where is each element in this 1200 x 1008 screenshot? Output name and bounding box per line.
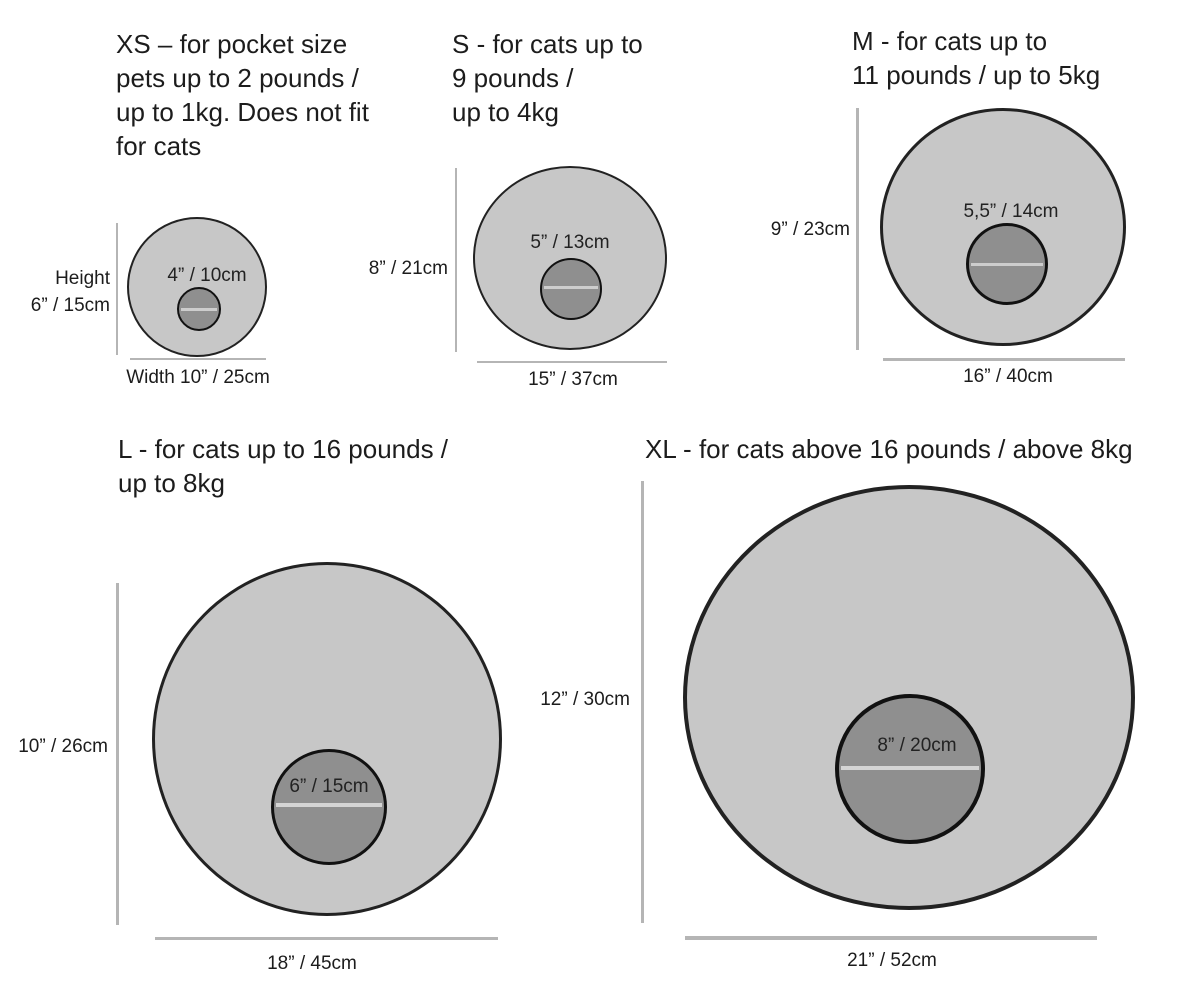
width-dimension-label: 18” / 45cm xyxy=(267,953,357,974)
width-dimension-label: Width 10” / 25cm xyxy=(126,367,270,388)
height-label-line: 10” / 26cm xyxy=(18,736,108,757)
width-dimension-line xyxy=(883,358,1125,361)
title-line: pets up to 2 pounds / xyxy=(116,63,359,93)
height-dimension-label: 10” / 26cm xyxy=(0,733,108,760)
bed-hole-circle xyxy=(540,258,602,320)
title-line: up to 1kg. Does not fit xyxy=(116,97,369,127)
hole-diameter-line xyxy=(544,286,598,289)
title-line: for cats xyxy=(116,131,202,161)
width-dimension-line xyxy=(155,937,498,940)
width-dimension-line xyxy=(477,361,667,363)
title-line: M - for cats up to xyxy=(852,26,1048,56)
size-title-xs: XS – for pocket size pets up to 2 pounds… xyxy=(116,27,426,163)
title-line: 11 pounds / up to 5kg xyxy=(852,60,1101,90)
size-title-xl: XL - for cats above 16 pounds / above 8k… xyxy=(645,432,1185,466)
height-label-line: 6” / 15cm xyxy=(30,295,110,316)
height-label-line: Height xyxy=(55,268,110,289)
title-line: up to 8kg xyxy=(118,468,225,498)
height-dimension-label: 8” / 21cm xyxy=(338,255,448,282)
title-line: up to 4kg xyxy=(452,97,559,127)
bed-hole-circle xyxy=(966,223,1048,305)
bed-hole-circle xyxy=(835,694,985,844)
bed-hole-circle xyxy=(177,287,221,331)
title-line: XL - for cats above 16 pounds / above 8k… xyxy=(645,434,1133,464)
size-title-l: L - for cats up to 16 pounds / up to 8kg xyxy=(118,432,518,500)
hole-diameter-line xyxy=(841,766,979,770)
hole-diameter-line xyxy=(971,263,1043,266)
hole-diameter-label: 8” / 20cm xyxy=(877,735,957,756)
hole-diameter-line xyxy=(276,803,382,807)
bed-hole-circle xyxy=(271,749,387,865)
title-line: 9 pounds / xyxy=(452,63,574,93)
height-dimension-line xyxy=(116,223,118,355)
hole-diameter-label: 4” / 10cm xyxy=(167,265,247,286)
height-dimension-label: Height 6” / 15cm xyxy=(6,265,110,319)
hole-diameter-line xyxy=(181,308,217,311)
hole-diameter-label: 5” / 13cm xyxy=(530,232,610,253)
width-dimension-line xyxy=(685,936,1097,940)
hole-diameter-label: 6” / 15cm xyxy=(289,776,369,797)
title-line: L - for cats up to 16 pounds / xyxy=(118,434,449,464)
hole-diameter-label: 5,5” / 14cm xyxy=(963,201,1059,222)
height-label-line: 8” / 21cm xyxy=(368,258,448,279)
width-dimension-label: 21” / 52cm xyxy=(847,950,937,971)
height-dimension-line xyxy=(641,481,644,923)
size-title-m: M - for cats up to 11 pounds / up to 5kg xyxy=(852,24,1192,92)
title-line: XS – for pocket size xyxy=(116,29,348,59)
height-dimension-line xyxy=(856,108,859,350)
width-dimension-label: 16” / 40cm xyxy=(963,366,1053,387)
height-dimension-label: 9” / 23cm xyxy=(744,216,850,243)
height-label-line: 9” / 23cm xyxy=(770,219,850,240)
height-dimension-line xyxy=(116,583,119,925)
width-dimension-label: 15” / 37cm xyxy=(528,369,618,390)
height-label-line: 12” / 30cm xyxy=(540,689,630,710)
width-dimension-line xyxy=(130,358,266,360)
title-line: S - for cats up to xyxy=(452,29,643,59)
height-dimension-line xyxy=(455,168,457,352)
size-title-s: S - for cats up to 9 pounds / up to 4kg xyxy=(452,27,722,129)
height-dimension-label: 12” / 30cm xyxy=(520,686,630,713)
